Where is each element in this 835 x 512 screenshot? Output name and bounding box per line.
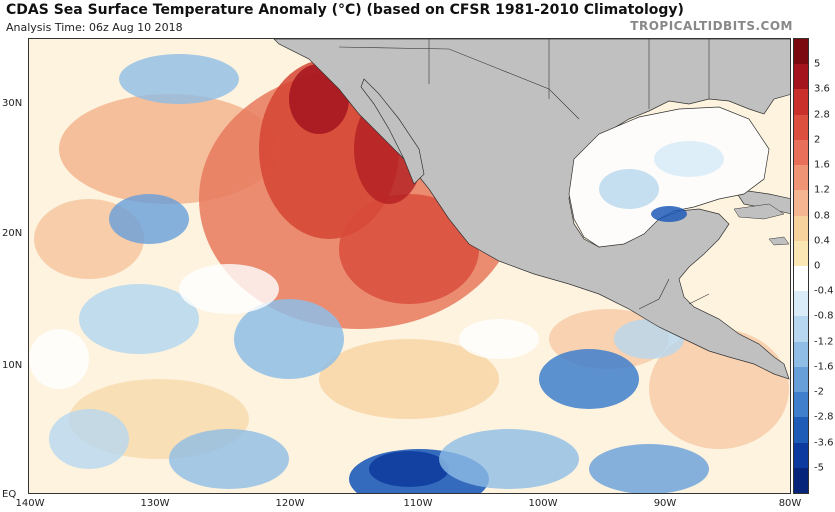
colorbar-segment [794, 165, 808, 191]
colorbar-segment [794, 89, 808, 116]
analysis-time: Analysis Time: 06z Aug 10 2018 [6, 21, 183, 34]
colorbar-tick-label: 0.8 [814, 210, 830, 222]
colorbar-segment [794, 240, 808, 267]
lat-label-eq: EQ [2, 489, 17, 500]
neutral-patches [29, 264, 539, 389]
colorbar-segment [794, 392, 808, 418]
colorbar-segment [794, 114, 808, 141]
lon-label-80w: 80W [778, 498, 802, 509]
colorbar-tick-label: 1.6 [814, 159, 830, 171]
lon-label-110w: 110W [403, 498, 433, 509]
colorbar-tick-label: -2.8 [814, 411, 834, 423]
colorbar-tick-label: -0.4 [814, 285, 834, 297]
colorbar-segment [794, 64, 808, 90]
colorbar-segment [794, 39, 808, 65]
colorbar-tick-label: -0.8 [814, 310, 834, 322]
colorbar-tick-label: -2 [814, 386, 824, 398]
borders [338, 39, 710, 310]
colorbar-segment [794, 341, 808, 368]
cool-anomalies [49, 54, 709, 493]
colorbar-tick-label: -3.6 [814, 437, 834, 449]
lon-label-120w: 120W [275, 498, 305, 509]
colorbar-segment [794, 442, 808, 469]
colorbar-segment [794, 417, 808, 444]
lon-label-100w: 100W [528, 498, 558, 509]
map-svg [29, 39, 790, 493]
lat-label-20n: 20N [2, 228, 23, 239]
colorbar-segment [794, 266, 808, 292]
colorbar-tick-label: -5 [814, 462, 824, 474]
colorbar [793, 38, 809, 494]
colorbar-segment [794, 139, 808, 166]
colorbar-tick-label: 0.4 [814, 235, 830, 247]
colorbar-segment [794, 366, 808, 393]
chart-title: CDAS Sea Surface Temperature Anomaly (°C… [6, 2, 684, 18]
lat-label-10n: 10N [2, 360, 23, 371]
colorbar-segment [794, 291, 808, 317]
colorbar-tick-label: 5 [814, 58, 821, 70]
sst-anomaly-map[interactable] [28, 38, 791, 494]
colorbar-tick-label: -1.6 [814, 361, 834, 373]
gulf-of-mexico [568, 106, 770, 248]
colorbar-segment [794, 467, 808, 494]
lon-label-130w: 130W [140, 498, 170, 509]
lon-label-90w: 90W [653, 498, 677, 509]
colorbar-segment [794, 215, 808, 242]
colorbar-tick-label: -1.2 [814, 336, 834, 348]
colorbar-tick-label: 3.6 [814, 83, 830, 95]
lat-label-30n: 30N [2, 98, 23, 109]
brand-watermark: TROPICALTIDBITS.COM [630, 19, 793, 33]
colorbar-tick-label: 1.2 [814, 184, 830, 196]
colorbar-segment [794, 316, 808, 343]
lon-label-140w: 140W [15, 498, 45, 509]
colorbar-segment [794, 190, 808, 217]
colorbar-tick-label: 0 [814, 260, 821, 272]
colorbar-tick-label: 2.8 [814, 109, 830, 121]
colorbar-tick-label: 2 [814, 134, 821, 146]
islands [733, 203, 790, 246]
